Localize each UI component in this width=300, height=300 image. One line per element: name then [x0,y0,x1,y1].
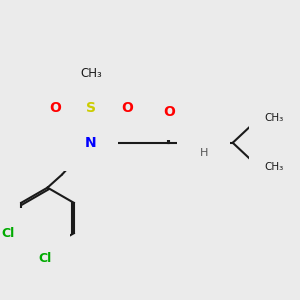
Text: CH₃: CH₃ [265,113,284,123]
Text: Cl: Cl [38,252,51,265]
Text: N: N [85,136,97,150]
Text: O: O [163,105,175,119]
Text: O: O [121,101,133,115]
Text: N: N [198,136,210,150]
Text: H: H [200,148,208,158]
Text: CH₃: CH₃ [80,67,102,80]
Text: Cl: Cl [2,227,15,240]
Text: CH₃: CH₃ [265,162,284,172]
Text: O: O [49,101,61,115]
Text: S: S [86,101,96,115]
